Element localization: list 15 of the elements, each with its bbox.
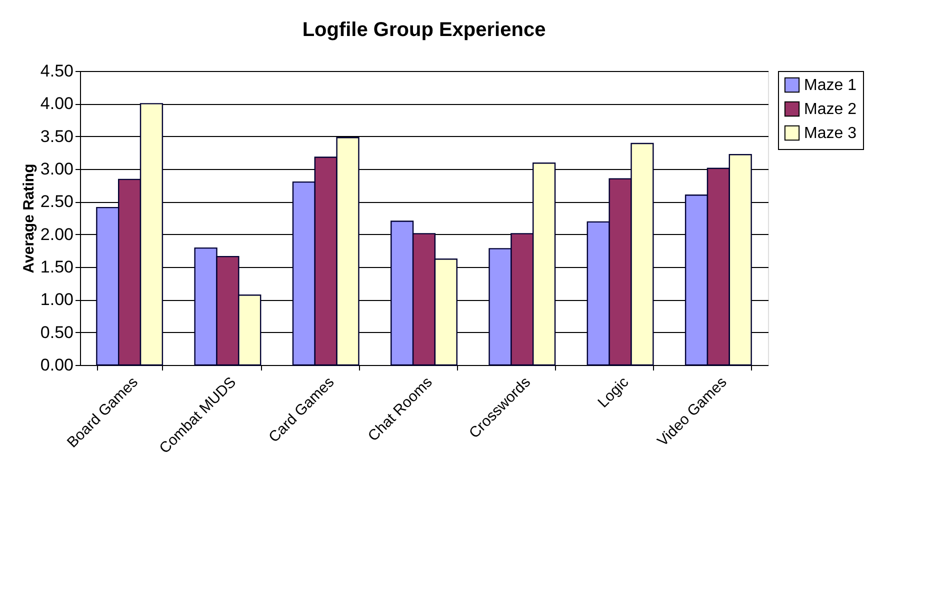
y-tick-label: 0.00 bbox=[40, 356, 74, 374]
y-tick-label: 4.00 bbox=[40, 94, 74, 114]
y-tick-label: 1.00 bbox=[40, 290, 74, 310]
y-axis-title: Average Rating bbox=[20, 164, 38, 274]
legend-label: Maze 1 bbox=[804, 77, 857, 94]
y-tick-label: 1.50 bbox=[40, 258, 74, 276]
y-tick-label: 2.00 bbox=[40, 224, 74, 244]
y-tick-label: 2.50 bbox=[40, 192, 74, 212]
y-tick-label: 4.50 bbox=[40, 62, 74, 80]
y-tick-label: 3.00 bbox=[40, 160, 74, 178]
chart-title: Logfile Group Experience bbox=[302, 19, 546, 41]
y-tick-label: 3.50 bbox=[40, 126, 74, 146]
legend-label: Maze 3 bbox=[804, 125, 857, 142]
y-tick-label: 0.50 bbox=[40, 322, 74, 342]
legend-label: Maze 2 bbox=[804, 101, 857, 118]
